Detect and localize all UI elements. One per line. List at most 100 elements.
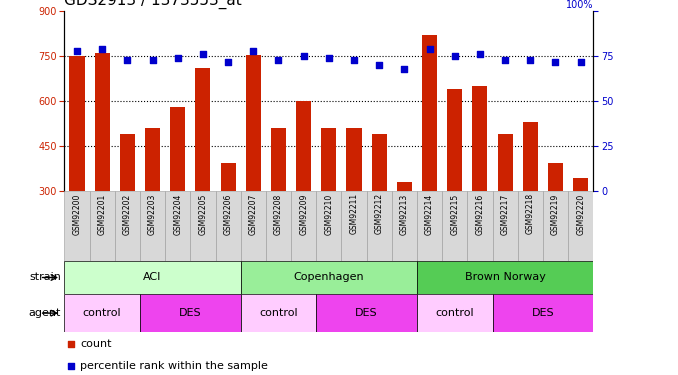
Bar bbox=[498, 134, 513, 191]
Text: GSM92214: GSM92214 bbox=[425, 194, 434, 235]
Text: control: control bbox=[259, 308, 298, 318]
Text: GSM92207: GSM92207 bbox=[249, 194, 258, 235]
Bar bbox=[442, 191, 467, 261]
Point bbox=[475, 51, 485, 57]
Bar bbox=[518, 191, 543, 261]
Bar bbox=[492, 191, 518, 261]
Text: GDS2913 / 1373553_at: GDS2913 / 1373553_at bbox=[64, 0, 242, 9]
Bar bbox=[296, 101, 311, 191]
Text: GSM92210: GSM92210 bbox=[324, 194, 334, 235]
Point bbox=[72, 48, 83, 54]
Text: GSM92203: GSM92203 bbox=[148, 194, 157, 235]
Text: GSM92220: GSM92220 bbox=[576, 194, 585, 235]
Text: control: control bbox=[435, 308, 474, 318]
Point bbox=[399, 66, 410, 72]
Bar bbox=[241, 191, 266, 261]
Bar bbox=[568, 191, 593, 261]
Bar bbox=[492, 294, 593, 332]
Text: DES: DES bbox=[179, 308, 201, 318]
Bar bbox=[548, 163, 563, 191]
Bar bbox=[417, 294, 492, 332]
Text: GSM92209: GSM92209 bbox=[299, 194, 308, 235]
Bar bbox=[367, 191, 392, 261]
Bar bbox=[291, 191, 316, 261]
Bar bbox=[346, 128, 361, 191]
Text: GSM92200: GSM92200 bbox=[73, 194, 81, 235]
Text: GSM92202: GSM92202 bbox=[123, 194, 132, 235]
Bar bbox=[220, 163, 236, 191]
Text: GSM92204: GSM92204 bbox=[174, 194, 182, 235]
Point bbox=[550, 58, 561, 64]
Text: GSM92215: GSM92215 bbox=[450, 194, 459, 235]
Text: count: count bbox=[80, 339, 112, 349]
Point bbox=[122, 57, 133, 63]
Bar bbox=[316, 191, 342, 261]
Point bbox=[374, 62, 384, 68]
Bar bbox=[241, 294, 316, 332]
Point bbox=[65, 341, 76, 347]
Text: DES: DES bbox=[355, 308, 378, 318]
Text: ACI: ACI bbox=[143, 273, 162, 282]
Text: 100%: 100% bbox=[565, 0, 593, 10]
Point bbox=[248, 48, 259, 54]
Bar bbox=[467, 191, 492, 261]
Point bbox=[273, 57, 284, 63]
Bar bbox=[165, 191, 191, 261]
Text: control: control bbox=[83, 308, 121, 318]
Bar bbox=[140, 294, 241, 332]
Point bbox=[147, 57, 158, 63]
Point bbox=[348, 57, 359, 63]
Point bbox=[424, 46, 435, 52]
Text: Copenhagen: Copenhagen bbox=[294, 273, 364, 282]
Bar bbox=[115, 191, 140, 261]
Point bbox=[172, 55, 183, 61]
Point bbox=[298, 53, 309, 59]
Text: GSM92216: GSM92216 bbox=[475, 194, 484, 235]
Bar bbox=[523, 122, 538, 191]
Bar bbox=[372, 134, 386, 191]
Text: GSM92208: GSM92208 bbox=[274, 194, 283, 235]
Bar bbox=[397, 182, 412, 191]
Bar bbox=[241, 261, 417, 294]
Bar bbox=[342, 191, 367, 261]
Bar bbox=[64, 261, 241, 294]
Text: GSM92211: GSM92211 bbox=[350, 194, 359, 234]
Text: GSM92213: GSM92213 bbox=[400, 194, 409, 235]
Point bbox=[323, 55, 334, 61]
Bar bbox=[316, 294, 417, 332]
Bar bbox=[245, 55, 261, 191]
Bar bbox=[64, 294, 140, 332]
Text: GSM92206: GSM92206 bbox=[224, 194, 233, 235]
Point bbox=[222, 58, 233, 64]
Point bbox=[197, 51, 208, 57]
Bar bbox=[543, 191, 568, 261]
Bar bbox=[392, 191, 417, 261]
Bar bbox=[95, 53, 110, 191]
Text: agent: agent bbox=[28, 308, 61, 318]
Bar bbox=[89, 191, 115, 261]
Bar bbox=[417, 191, 442, 261]
Bar bbox=[422, 35, 437, 191]
Bar bbox=[216, 191, 241, 261]
Bar bbox=[195, 68, 210, 191]
Text: GSM92217: GSM92217 bbox=[500, 194, 510, 235]
Bar bbox=[271, 128, 286, 191]
Text: GSM92212: GSM92212 bbox=[375, 194, 384, 234]
Bar bbox=[140, 191, 165, 261]
Bar bbox=[64, 191, 89, 261]
Bar bbox=[170, 107, 185, 191]
Bar bbox=[145, 128, 160, 191]
Bar bbox=[120, 134, 135, 191]
Bar bbox=[573, 178, 589, 191]
Point bbox=[575, 58, 586, 64]
Bar bbox=[447, 89, 462, 191]
Text: GSM92218: GSM92218 bbox=[526, 194, 535, 234]
Bar bbox=[473, 86, 487, 191]
Bar bbox=[321, 128, 336, 191]
Bar bbox=[69, 56, 85, 191]
Text: GSM92219: GSM92219 bbox=[551, 194, 560, 235]
Point bbox=[500, 57, 511, 63]
Text: GSM92205: GSM92205 bbox=[199, 194, 207, 235]
Bar bbox=[191, 191, 216, 261]
Bar bbox=[417, 261, 593, 294]
